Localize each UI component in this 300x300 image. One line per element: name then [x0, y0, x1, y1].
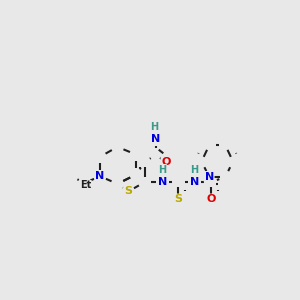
Text: N: N: [152, 134, 161, 144]
Text: S: S: [124, 187, 132, 196]
Text: S: S: [175, 194, 182, 204]
Text: H: H: [158, 164, 166, 175]
Text: N: N: [205, 172, 214, 182]
Text: O: O: [161, 158, 171, 167]
Text: N: N: [95, 171, 105, 181]
Text: H: H: [150, 122, 158, 132]
Text: Et: Et: [80, 181, 91, 190]
Text: N: N: [158, 177, 167, 187]
Text: H: H: [190, 164, 199, 175]
Text: N: N: [190, 177, 199, 187]
Text: O: O: [206, 194, 215, 204]
